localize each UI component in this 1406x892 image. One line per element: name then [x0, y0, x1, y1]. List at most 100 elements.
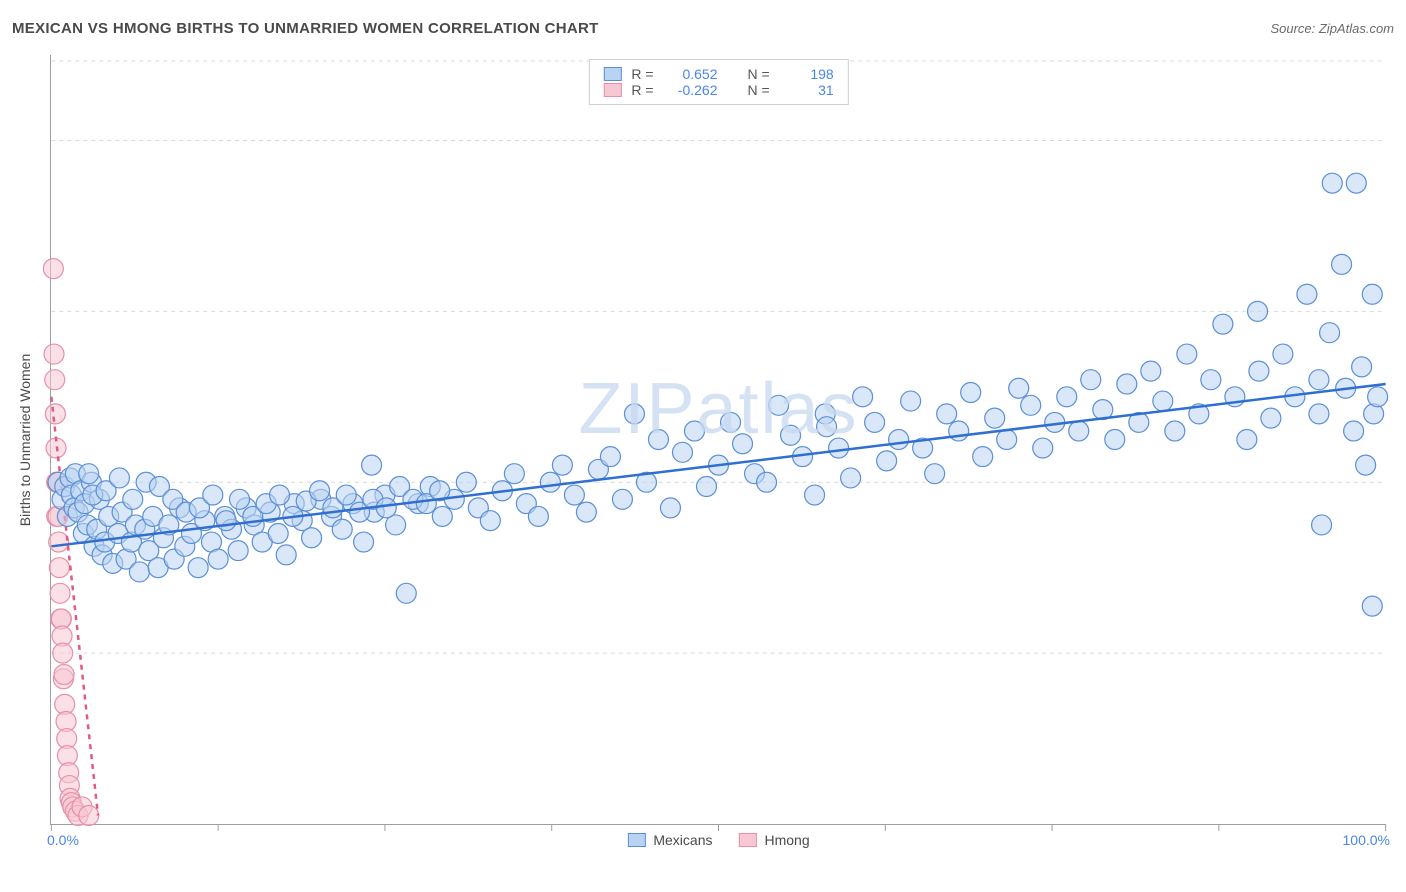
data-point — [697, 477, 717, 497]
x-tick-label: 0.0% — [47, 832, 79, 848]
data-point — [1201, 370, 1221, 390]
data-point — [648, 430, 668, 450]
data-point — [504, 464, 524, 484]
data-point — [1117, 374, 1137, 394]
data-point — [1213, 314, 1233, 334]
legend-label: Hmong — [765, 832, 810, 848]
data-point — [109, 468, 129, 488]
data-point — [310, 481, 330, 501]
data-point — [612, 489, 632, 509]
data-point — [216, 511, 236, 531]
data-point — [973, 447, 993, 467]
data-point — [540, 472, 560, 492]
legend-label: Mexicans — [653, 832, 712, 848]
data-point — [1009, 378, 1029, 398]
data-point — [228, 541, 248, 561]
data-point — [1362, 596, 1382, 616]
data-point — [123, 489, 143, 509]
data-point — [1356, 455, 1376, 475]
r-value: -0.262 — [664, 82, 718, 98]
data-point — [432, 506, 452, 526]
series-legend: Mexicans Hmong — [627, 832, 809, 848]
legend-item: Mexicans — [627, 832, 712, 848]
chart-svg — [51, 55, 1386, 824]
chart-header: MEXICAN VS HMONG BIRTHS TO UNMARRIED WOM… — [12, 20, 1394, 37]
data-point — [1033, 438, 1053, 458]
swatch-icon — [627, 833, 645, 847]
swatch-icon — [603, 83, 621, 97]
data-point — [889, 430, 909, 450]
data-point — [937, 404, 957, 424]
data-point — [1248, 301, 1268, 321]
data-point — [49, 558, 69, 578]
data-point — [1352, 357, 1372, 377]
data-point — [44, 344, 64, 364]
data-point — [721, 412, 741, 432]
data-point — [1332, 254, 1352, 274]
data-point — [564, 485, 584, 505]
data-point — [1165, 421, 1185, 441]
data-point — [733, 434, 753, 454]
n-value: 198 — [780, 66, 834, 82]
stats-legend-row: R = -0.262 N = 31 — [603, 82, 833, 98]
legend-item: Hmong — [739, 832, 810, 848]
data-point — [79, 464, 99, 484]
data-point — [997, 430, 1017, 450]
data-point — [1057, 387, 1077, 407]
data-point — [877, 451, 897, 471]
data-point — [480, 511, 500, 531]
data-point — [396, 583, 416, 603]
data-point — [332, 519, 352, 539]
x-tick-label: 100.0% — [1343, 832, 1390, 848]
data-point — [672, 442, 692, 462]
stats-legend: R = 0.652 N = 198 R = -0.262 N = 31 — [588, 59, 848, 105]
data-point — [362, 455, 382, 475]
data-point — [1309, 370, 1329, 390]
data-point — [1368, 387, 1388, 407]
data-point — [1297, 284, 1317, 304]
data-point — [865, 412, 885, 432]
data-point — [1177, 344, 1197, 364]
data-point — [684, 421, 704, 441]
data-point — [45, 404, 65, 424]
data-point — [1081, 370, 1101, 390]
swatch-icon — [603, 67, 621, 81]
data-point — [901, 391, 921, 411]
data-point — [1322, 173, 1342, 193]
data-point — [1069, 421, 1089, 441]
data-point — [79, 805, 99, 825]
trend-line — [51, 384, 1385, 546]
data-point — [1261, 408, 1281, 428]
data-point — [1362, 284, 1382, 304]
data-point — [50, 583, 70, 603]
chart-title: MEXICAN VS HMONG BIRTHS TO UNMARRIED WOM… — [12, 20, 599, 37]
data-point — [660, 498, 680, 518]
data-point — [336, 485, 356, 505]
data-point — [841, 468, 861, 488]
data-point — [817, 417, 837, 437]
data-point — [1312, 515, 1332, 535]
data-point — [129, 562, 149, 582]
data-point — [302, 528, 322, 548]
data-point — [528, 506, 548, 526]
data-point — [208, 549, 228, 569]
data-point — [781, 425, 801, 445]
data-point — [805, 485, 825, 505]
data-point — [268, 524, 288, 544]
data-point — [985, 408, 1005, 428]
data-point — [600, 447, 620, 467]
data-point — [376, 498, 396, 518]
data-point — [925, 464, 945, 484]
data-point — [1141, 361, 1161, 381]
plot-area: Births to Unmarried Women ZIPatlas R = 0… — [50, 55, 1386, 825]
data-point — [576, 502, 596, 522]
data-point — [624, 404, 644, 424]
n-label: N = — [748, 82, 770, 98]
data-point — [54, 664, 74, 684]
data-point — [1320, 323, 1340, 343]
swatch-icon — [739, 833, 757, 847]
data-point — [53, 643, 73, 663]
source-credit: Source: ZipAtlas.com — [1270, 21, 1394, 36]
data-point — [853, 387, 873, 407]
data-point — [1105, 430, 1125, 450]
